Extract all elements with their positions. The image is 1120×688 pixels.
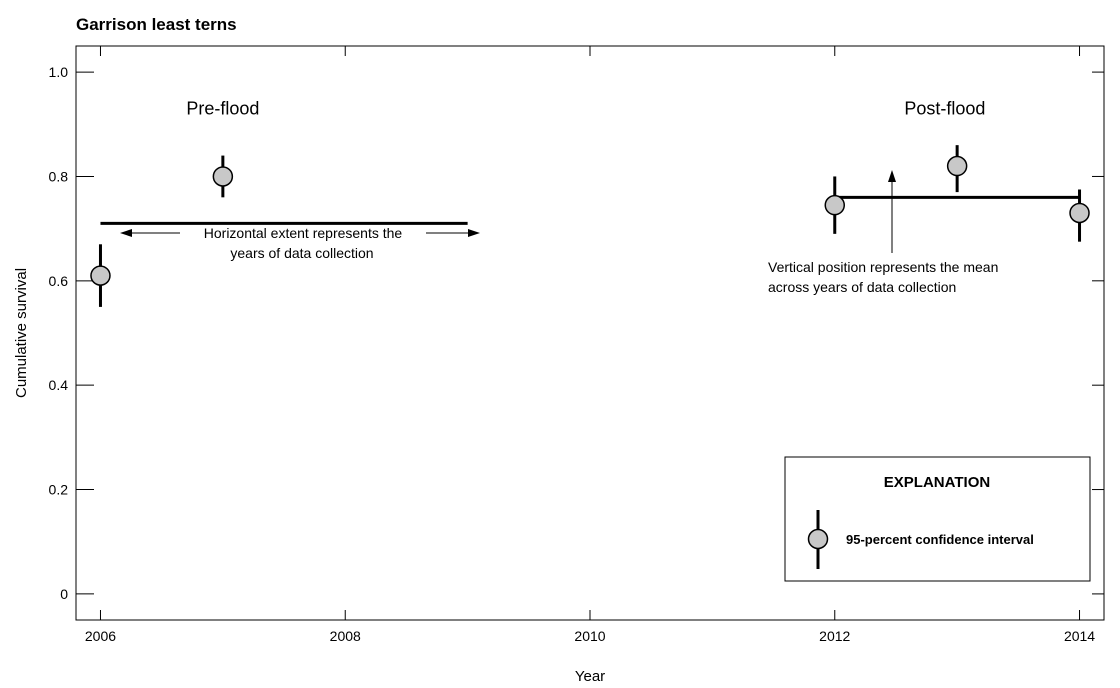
mean-lines [100,195,1080,225]
annotation-vertical-line2: across years of data collection [768,279,956,295]
y-tick-label: 1.0 [49,64,69,80]
y-tick-label: 0.2 [49,482,69,498]
y-tick-label: 0 [60,586,68,602]
vertical-position-annotation: Vertical position represents the mean ac… [768,170,998,295]
period-label: Pre-flood [186,99,259,119]
annotation-horizontal-line2: years of data collection [230,245,373,261]
x-tick-label: 2010 [574,628,605,644]
data-point [824,194,846,216]
period-label: Post-flood [904,99,985,119]
data-points [90,145,1090,307]
legend-title: EXPLANATION [884,474,990,491]
legend-marker [807,528,829,550]
data-point [212,166,234,187]
chart-title: Garrison least terns [76,15,237,34]
annotation-arrowhead-right [468,229,480,237]
horizontal-extent-annotation: Horizontal extent represents the years o… [120,225,480,261]
data-point [90,265,111,286]
x-tick-label: 2008 [330,628,361,644]
y-tick-label: 0.8 [49,168,69,184]
period-labels: Pre-flood Post-flood [186,99,985,119]
legend-box [784,456,1091,582]
x-tick-label: 2014 [1064,628,1095,644]
legend: EXPLANATION 95-percent confidence interv… [784,456,1091,582]
y-axis-title: Cumulative survival [13,268,30,398]
y-tick-label: 0.4 [49,377,69,393]
annotation-arrowhead-left [120,229,132,237]
annotation-vertical-line1: Vertical position represents the mean [768,259,998,275]
x-tick-label: 2012 [819,628,850,644]
axis-ticks: 2006 2008 2010 2012 2014 0 0.2 0.4 0.6 0.8 1.0 [49,46,1104,644]
x-axis-title: Year [575,668,605,685]
y-tick-label: 0.6 [49,273,69,289]
annotation-horizontal-line1: Horizontal extent represents the [204,225,403,241]
data-point [1069,202,1090,224]
annotation-arrowhead-up [888,170,896,182]
legend-label: 95-percent confidence interval [846,532,1034,547]
x-tick-label: 2006 [85,628,116,644]
data-point [946,155,968,177]
